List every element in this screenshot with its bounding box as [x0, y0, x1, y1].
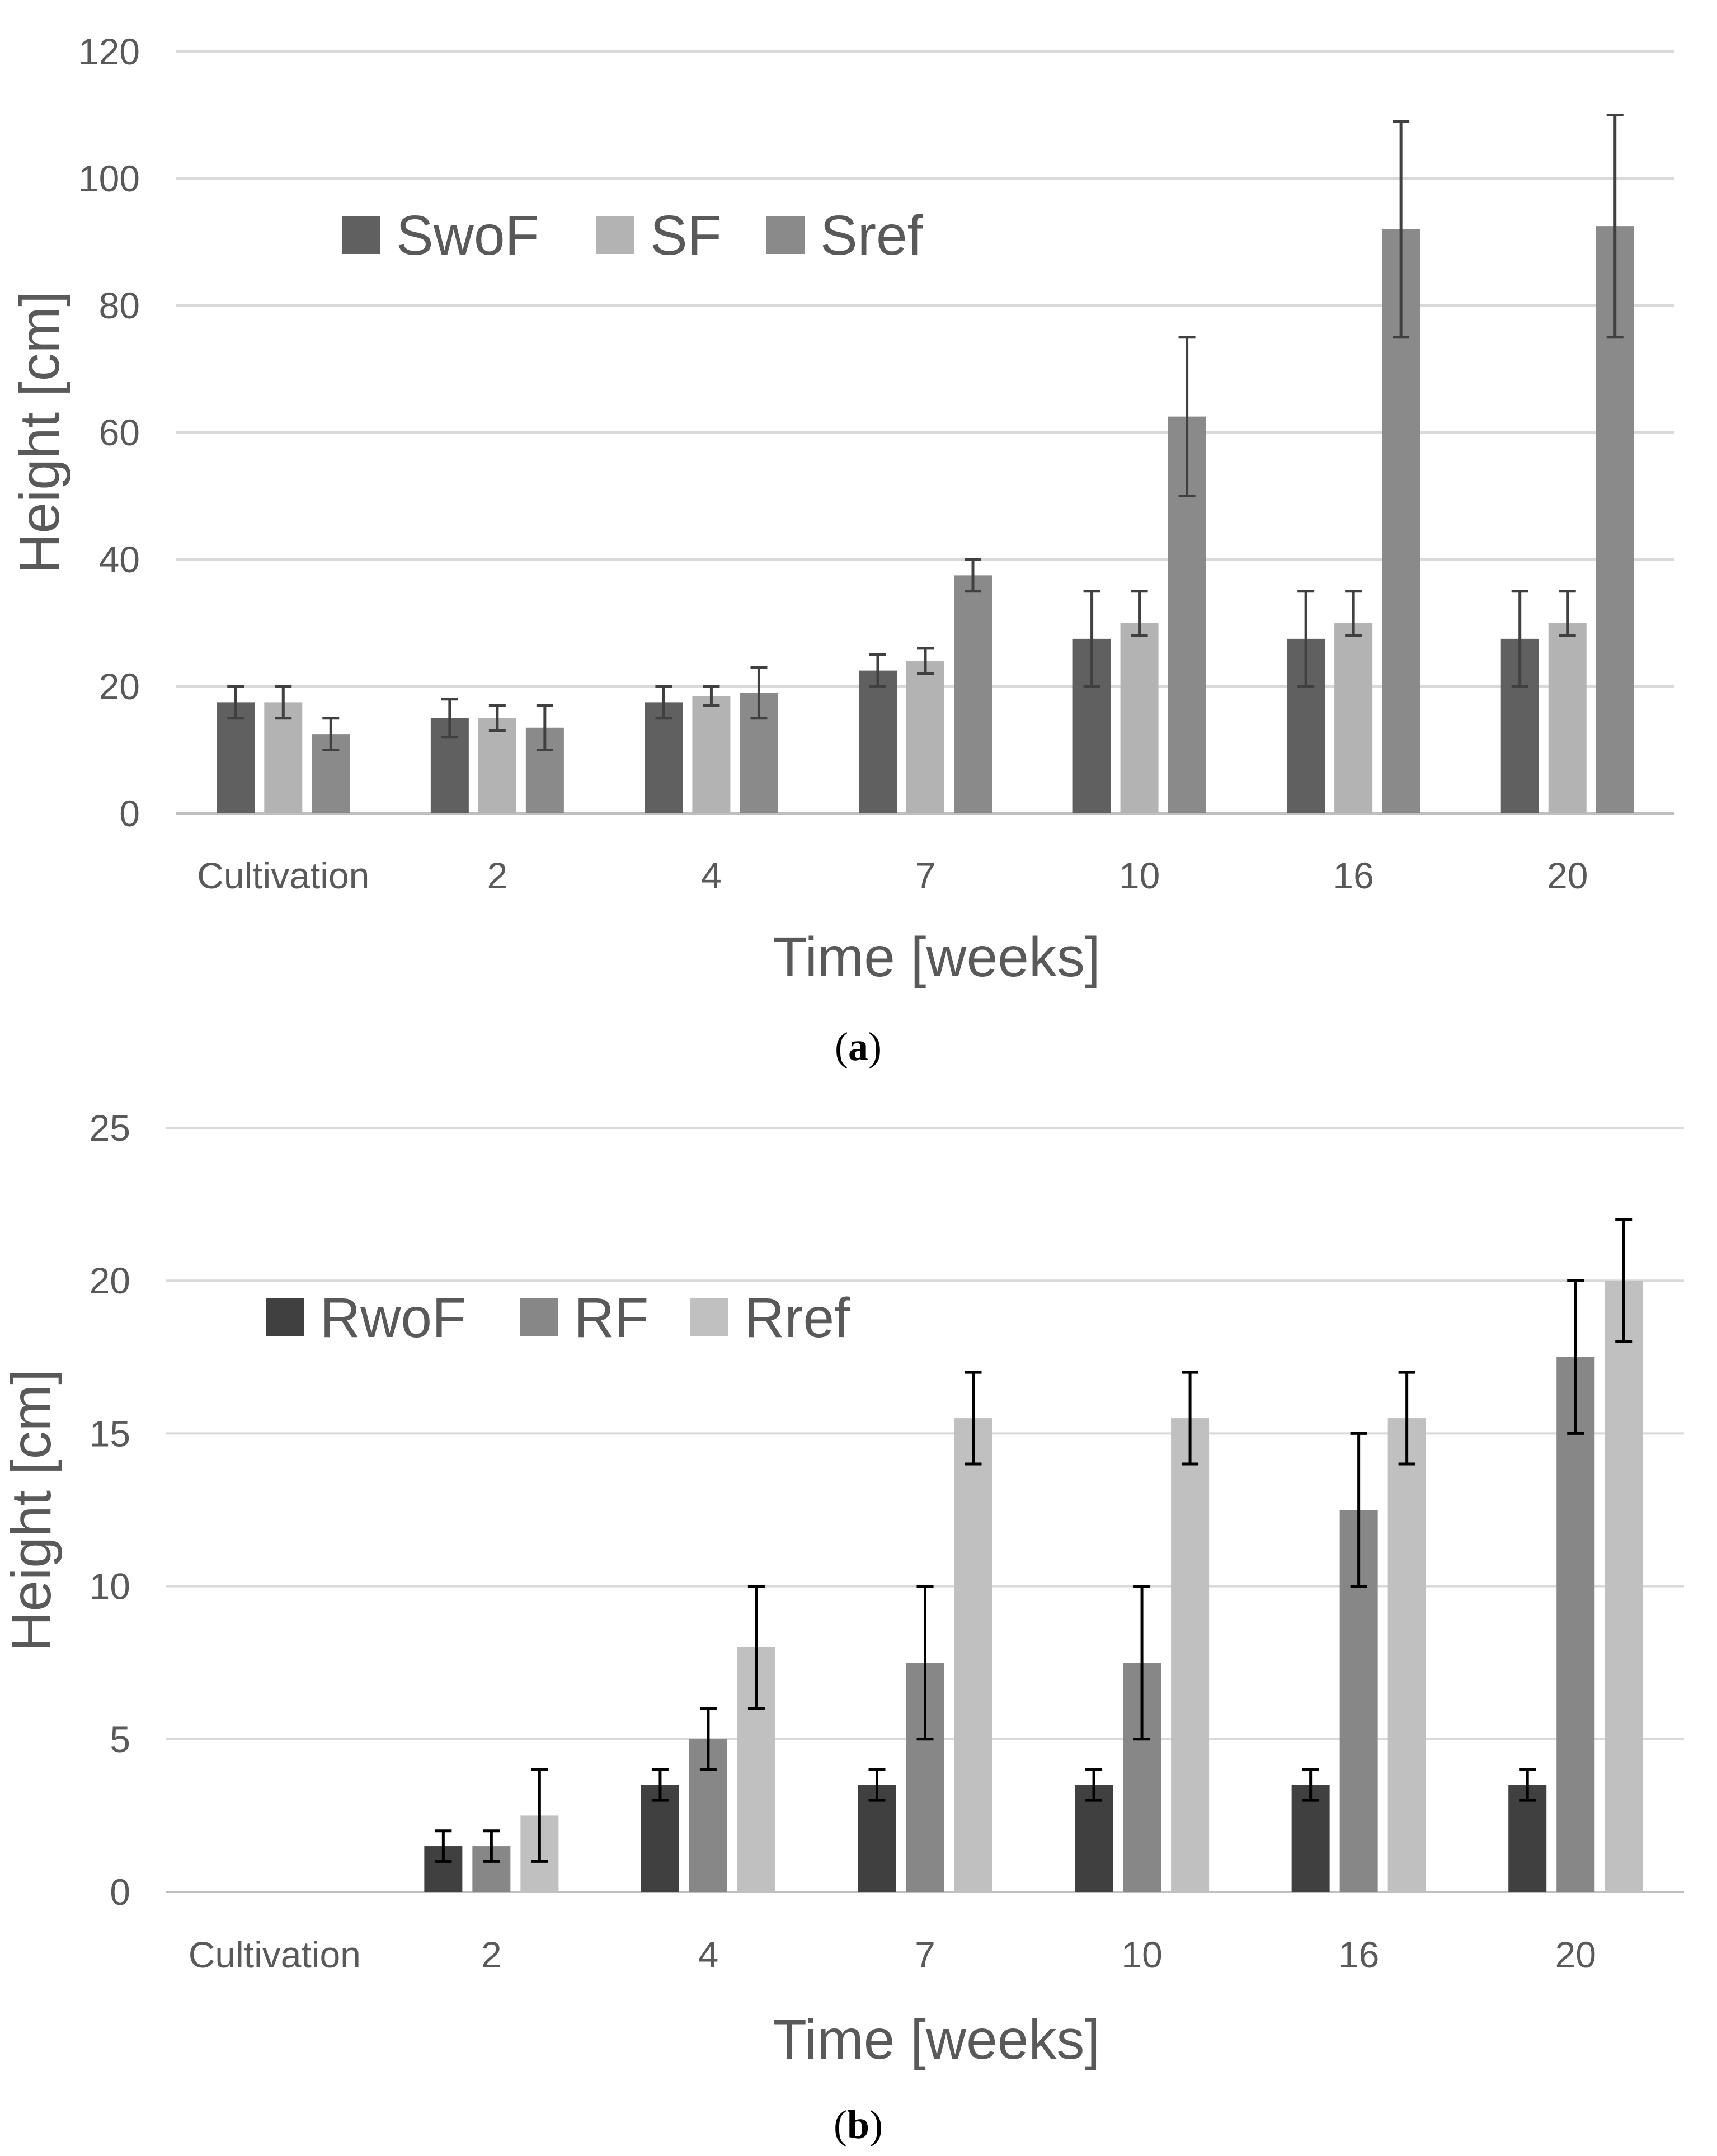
y-tick-label: 20: [99, 666, 140, 707]
legend-label-rwof: RwoF: [320, 1287, 466, 1349]
bar-rref: [954, 1418, 992, 1892]
bar-rwof: [1508, 1785, 1547, 1892]
bar-sf: [478, 718, 516, 813]
bar-swof: [645, 702, 683, 813]
bar-sf: [692, 696, 731, 813]
caption-a: (a): [835, 1024, 882, 1069]
x-tick-label: Cultivation: [189, 1934, 361, 1975]
x-tick-label: 10: [1121, 1934, 1162, 1975]
legend-swatch-rref: [690, 1298, 728, 1336]
y-tick-label: 25: [90, 1107, 130, 1148]
bar-rwof: [1075, 1785, 1113, 1892]
y-tick-label: 100: [78, 158, 140, 199]
legend-swatch-rwof: [266, 1298, 304, 1336]
bar-sf: [1548, 623, 1587, 813]
bar-rref: [1605, 1281, 1643, 1892]
legend-label-rref: Rref: [744, 1287, 850, 1349]
x-tick-label: 4: [701, 855, 722, 896]
y-axis-title: Height [cm]: [8, 291, 71, 574]
y-tick-label: 10: [90, 1566, 130, 1607]
legend: SwoF SF Sref: [342, 204, 923, 267]
y-axis-title: Height [cm]: [0, 1369, 63, 1652]
bar-sf: [1334, 623, 1373, 813]
chart-b: 0 5 10 15 20 25 Cultivation 2 4 7 10 16 20 Time [week…: [0, 1107, 1684, 2071]
y-tick-label: 60: [99, 412, 140, 453]
x-tick-label: 20: [1555, 1934, 1596, 1975]
bar-rref: [1171, 1418, 1210, 1892]
bar-swof: [859, 670, 897, 813]
x-tick-label: 2: [481, 1934, 502, 1975]
caption-b: (b): [834, 2102, 883, 2147]
y-tick-label: 80: [99, 285, 140, 326]
bar-sref: [954, 575, 992, 813]
legend-swatch-sref: [766, 216, 805, 254]
legend-label-swof: SwoF: [396, 204, 539, 267]
bar-sf: [264, 702, 303, 813]
x-tick-label: 16: [1333, 855, 1373, 896]
legend-swatch-swof: [342, 216, 380, 254]
x-axis-title: Time [weeks]: [773, 926, 1100, 988]
legend-swatch-rf: [520, 1298, 558, 1336]
legend: RwoF RF Rref: [266, 1287, 850, 1349]
legend-label-rf: RF: [574, 1287, 648, 1349]
y-tick-label: 120: [78, 31, 140, 72]
y-tick-label: 0: [110, 1871, 130, 1913]
bar-rwof: [1291, 1785, 1330, 1892]
bar-rref: [1387, 1418, 1426, 1892]
legend-swatch-sf: [596, 216, 634, 254]
x-tick-label: 10: [1119, 855, 1160, 896]
y-tick-label: 0: [119, 793, 140, 834]
y-tick-label: 40: [99, 539, 140, 580]
x-tick-label: 20: [1547, 855, 1588, 896]
bar-rf: [1556, 1357, 1595, 1892]
x-tick-label: 7: [915, 855, 936, 896]
y-tick-label: 20: [90, 1260, 130, 1301]
bar-sf: [1120, 623, 1159, 813]
chart-a: 0 20 40 60 80 100 120 Cultivation 2 4 7 10 16 20 Time …: [8, 31, 1674, 988]
x-tick-label: 2: [487, 855, 507, 896]
x-tick-label: Cultivation: [197, 855, 369, 896]
bar-sf: [906, 661, 944, 813]
bar-swof: [217, 702, 255, 813]
x-axis-title: Time [weeks]: [773, 2008, 1100, 2071]
bar-rwof: [858, 1785, 896, 1892]
y-tick-label: 5: [110, 1719, 130, 1760]
legend-label-sf: SF: [650, 204, 722, 267]
x-tick-label: 16: [1338, 1934, 1379, 1975]
bar-rwof: [641, 1785, 679, 1892]
y-tick-label: 15: [90, 1413, 130, 1454]
x-tick-label: 7: [915, 1934, 935, 1975]
legend-label-sref: Sref: [820, 204, 923, 267]
x-tick-label: 4: [698, 1934, 719, 1975]
